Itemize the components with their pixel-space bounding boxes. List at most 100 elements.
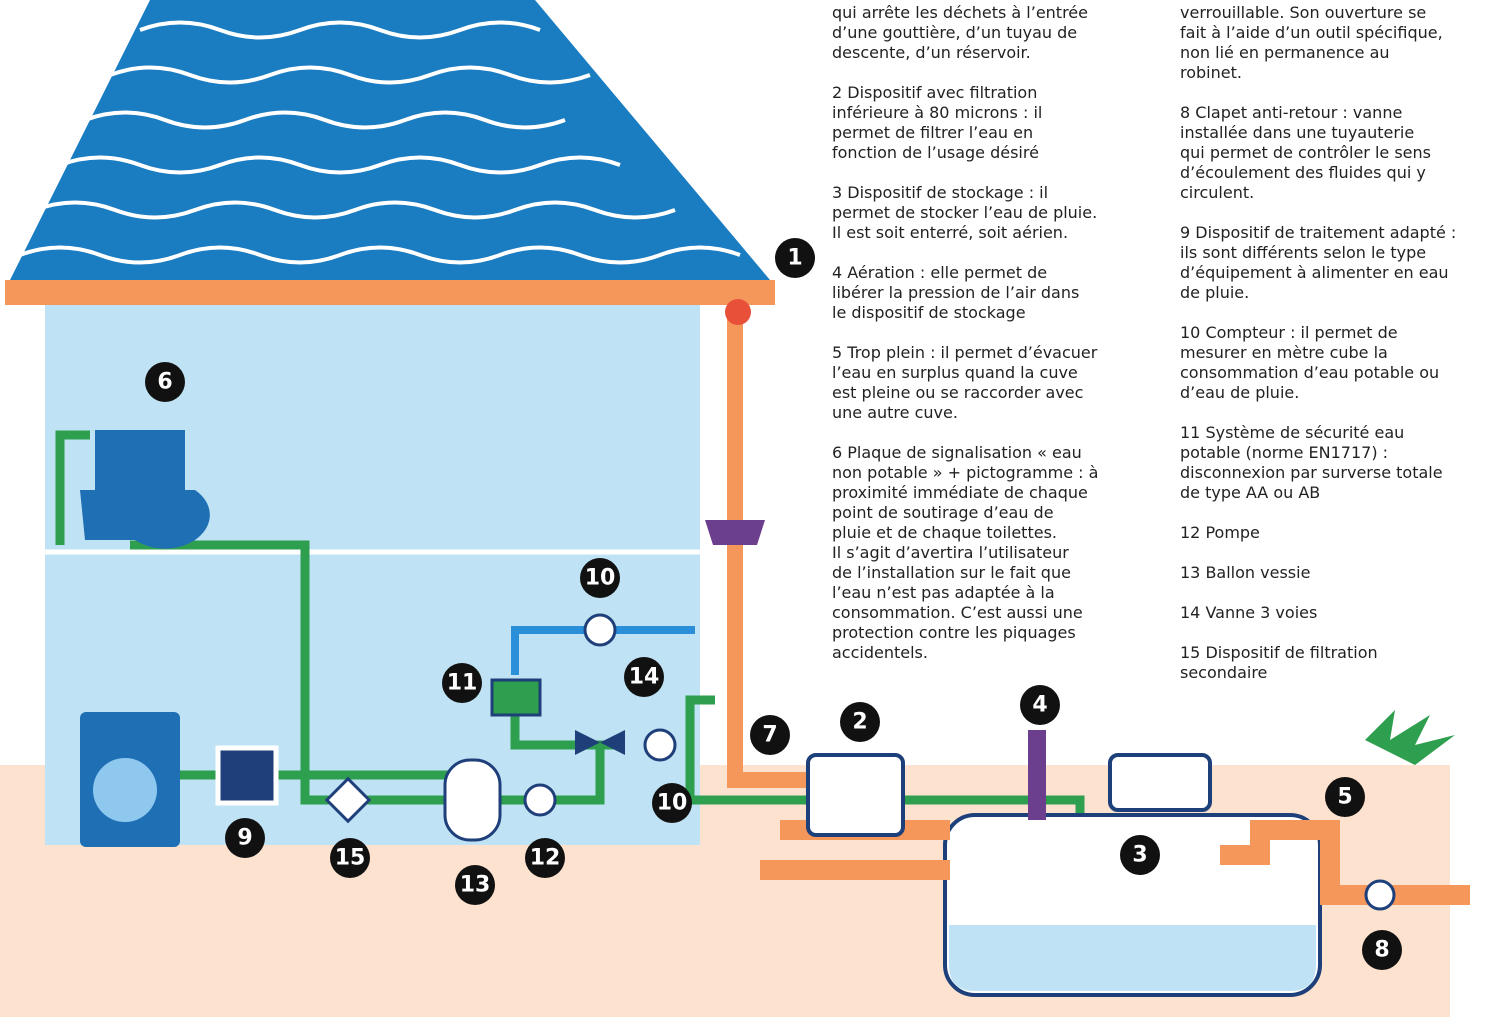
toilet — [80, 430, 210, 549]
legend-line: 11 Système de sécurité eau — [1180, 423, 1404, 442]
legend-line: pluie et de chaque toilettes. — [832, 523, 1057, 542]
legend-line: 6 Plaque de signalisation « eau — [832, 443, 1082, 462]
legend-line: d’une gouttière, d’un tuyau de — [832, 23, 1077, 42]
legend-line: accidentels. — [832, 643, 928, 662]
legend-line: de pluie. — [1180, 283, 1249, 302]
pipe-fitting — [705, 520, 765, 545]
legend-line: point de soutirage d’eau de — [832, 503, 1054, 522]
legend-line: 15 Dispositif de filtration — [1180, 643, 1378, 662]
legend-line: le dispositif de stockage — [832, 303, 1026, 322]
legend-line: permet de filtrer l’eau en — [832, 123, 1033, 142]
badge-label: 13 — [460, 873, 491, 898]
badge — [840, 702, 880, 742]
legend-line: de l’installation sur le fait que — [832, 563, 1071, 582]
roof — [10, 0, 770, 280]
badge — [455, 865, 495, 905]
badge — [1020, 685, 1060, 725]
bladder-tank — [443, 758, 502, 842]
legend-line: secondaire — [1180, 663, 1267, 682]
meter — [643, 728, 677, 762]
badge — [145, 362, 185, 402]
legend-line: consommation d’eau potable ou — [1180, 363, 1439, 382]
badge — [1120, 835, 1160, 875]
badge-label: 10 — [585, 566, 616, 591]
plant — [1365, 710, 1455, 765]
legend-line: 8 Clapet anti-retour : vanne — [1180, 103, 1402, 122]
badge — [442, 663, 482, 703]
badge-label: 14 — [629, 665, 660, 690]
legend-line: permet de stocker l’eau de pluie. — [832, 203, 1097, 222]
badge — [624, 657, 664, 697]
blue-pipe — [511, 626, 695, 675]
legend-line: inférieure à 80 microns : il — [832, 103, 1042, 122]
check-valve — [1364, 879, 1396, 911]
legend-line: fait à l’aide d’un outil spécifique, — [1180, 23, 1443, 42]
legend-line: protection contre les piquages — [832, 623, 1076, 642]
badge-label: 12 — [530, 846, 561, 871]
legend-line: verrouillable. Son ouverture se — [1180, 3, 1426, 22]
badge-label: 6 — [157, 370, 172, 395]
filter-15 — [324, 776, 372, 824]
legend-line: Il est soit enterré, soit aérien. — [832, 223, 1068, 242]
vent — [1028, 730, 1046, 820]
legend-line: disconnexion par surverse totale — [1180, 463, 1443, 482]
legend-line: 9 Dispositif de traitement adapté : — [1180, 223, 1456, 242]
gutter — [5, 280, 775, 305]
legend-line: qui arrête les déchets à l’entrée — [832, 3, 1088, 22]
badge — [1362, 930, 1402, 970]
legend-line: mesurer en mètre cube la — [1180, 343, 1388, 362]
badge-label: 4 — [1032, 693, 1047, 718]
legend-line: ils sont différents selon le type — [1180, 243, 1426, 262]
badge — [1325, 777, 1365, 817]
badge — [750, 715, 790, 755]
legend-line: de type AA ou AB — [1180, 483, 1320, 502]
legend-line: potable (norme EN1717) : — [1180, 443, 1388, 462]
badges: 1 6 10 11 14 7 2 4 10 5 3 9 15 12 13 8 — [145, 238, 1402, 970]
badge — [525, 838, 565, 878]
pump — [523, 783, 557, 817]
badge-label: 5 — [1337, 785, 1352, 810]
legend-line: libérer la pression de l’air dans — [832, 283, 1079, 302]
meter — [583, 613, 617, 647]
badge-label: 7 — [762, 723, 777, 748]
legend-line: 2 Dispositif avec filtration — [832, 83, 1037, 102]
badge-label: 8 — [1374, 938, 1389, 963]
legend-line: non potable » + pictogramme : à — [832, 463, 1098, 482]
badge-label: 9 — [237, 826, 252, 851]
legend-line: 4 Aération : elle permet de — [832, 263, 1047, 282]
legend-line: 5 Trop plein : il permet d’évacuer — [832, 343, 1098, 362]
badge-label: 2 — [852, 710, 867, 735]
gutter-filter — [725, 299, 751, 325]
legend-line: d’eau de pluie. — [1180, 383, 1299, 402]
disconnector — [490, 678, 542, 717]
legend-line: 3 Dispositif de stockage : il — [832, 183, 1048, 202]
legend-line: non lié en permanence au — [1180, 43, 1390, 62]
manhole — [1108, 753, 1212, 812]
badge-label: 11 — [447, 671, 478, 696]
badge — [225, 818, 265, 858]
badge-label: 3 — [1132, 843, 1147, 868]
water — [949, 925, 1316, 991]
legend-line: 14 Vanne 3 voies — [1180, 603, 1317, 622]
legend-line: robinet. — [1180, 63, 1242, 82]
legend-line: est pleine ou se raccorder avec — [832, 383, 1083, 402]
legend-line: 10 Compteur : il permet de — [1180, 323, 1398, 342]
legend-line: 12 Pompe — [1180, 523, 1260, 542]
legend-line: installée dans une tuyauterie — [1180, 123, 1414, 142]
badge-label: 15 — [335, 846, 366, 871]
drum — [93, 758, 157, 822]
badge — [580, 558, 620, 598]
roof-waves — [19, 20, 741, 265]
badge — [330, 838, 370, 878]
badge-label: 1 — [787, 246, 802, 271]
legend-line: d’équipement à alimenter en eau — [1180, 263, 1449, 282]
filter-2 — [806, 753, 905, 837]
badge — [652, 783, 692, 823]
legend-line: consommation. C’est aussi une — [832, 603, 1083, 622]
valve — [575, 730, 625, 755]
legend-line: descente, d’un réservoir. — [832, 43, 1031, 62]
downpipe — [727, 305, 815, 788]
